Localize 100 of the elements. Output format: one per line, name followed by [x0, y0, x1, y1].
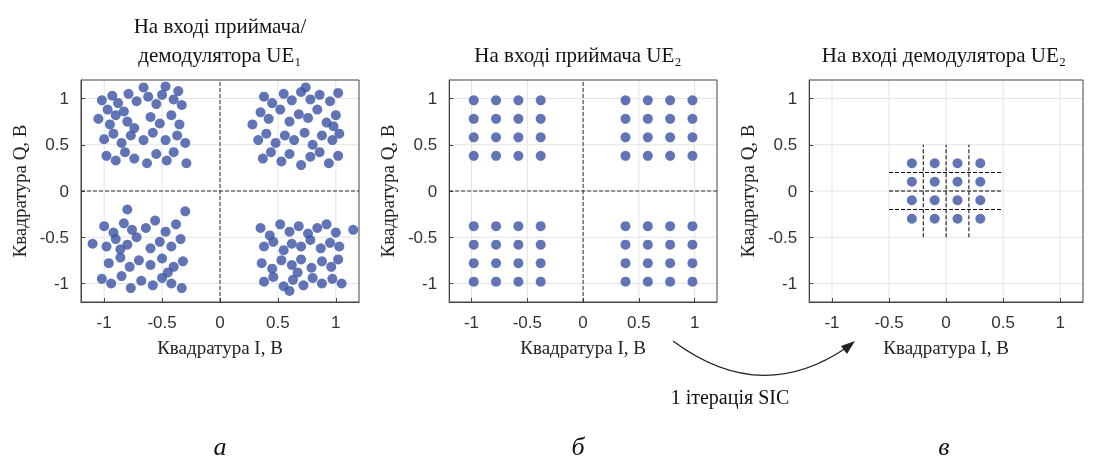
- point: [333, 87, 344, 98]
- point: [115, 244, 126, 255]
- point: [259, 241, 270, 252]
- point: [257, 153, 268, 164]
- point: [296, 160, 307, 171]
- point: [108, 128, 119, 139]
- point: [123, 88, 134, 99]
- point: [975, 213, 986, 224]
- y-axis-title: Квадратура Q, В: [737, 124, 758, 258]
- point: [284, 149, 295, 159]
- point: [305, 235, 316, 246]
- point: [307, 272, 318, 283]
- point: [316, 130, 327, 141]
- point: [328, 121, 339, 132]
- point: [265, 147, 276, 158]
- point: [293, 221, 304, 232]
- point: [170, 219, 181, 230]
- point: [665, 239, 676, 250]
- point: [154, 236, 165, 247]
- point: [256, 258, 267, 269]
- point: [535, 113, 546, 124]
- point: [168, 261, 179, 272]
- point: [334, 128, 345, 139]
- point: [620, 258, 631, 269]
- point: [116, 137, 127, 148]
- text: 1 ітерація SIC: [669, 386, 791, 409]
- point: [166, 110, 177, 121]
- point: [975, 158, 986, 169]
- point: [259, 91, 270, 102]
- point: [325, 237, 336, 248]
- point: [259, 276, 270, 287]
- x-axis-title: Квадратура I, В: [883, 337, 1009, 358]
- y-tick-label: -0.5: [407, 227, 438, 247]
- point: [180, 206, 191, 217]
- point: [129, 153, 140, 164]
- point: [253, 135, 264, 146]
- point: [325, 96, 336, 107]
- point: [284, 116, 295, 127]
- point: [275, 104, 286, 115]
- point: [906, 195, 917, 206]
- point: [157, 89, 168, 100]
- point: [289, 135, 300, 146]
- point: [513, 150, 524, 161]
- point: [952, 158, 963, 169]
- point: [126, 224, 137, 235]
- point: [314, 147, 325, 158]
- point: [110, 234, 121, 245]
- point: [166, 241, 177, 252]
- y-tick-label: -1: [53, 274, 69, 293]
- point: [665, 258, 676, 269]
- point: [298, 280, 309, 291]
- point: [975, 195, 986, 206]
- point: [275, 219, 286, 230]
- y-tick-label: 1: [59, 89, 69, 108]
- point: [491, 95, 502, 106]
- point: [286, 260, 297, 270]
- point: [468, 132, 479, 143]
- point: [513, 95, 524, 106]
- point: [96, 273, 107, 284]
- point: [99, 134, 110, 145]
- point: [642, 113, 653, 124]
- point: [142, 158, 153, 169]
- x-tick-label: -1: [824, 313, 840, 332]
- x-tick-label: -1: [463, 313, 480, 332]
- point: [299, 127, 310, 138]
- point: [315, 243, 326, 254]
- point: [535, 258, 546, 269]
- point: [687, 113, 698, 124]
- point: [176, 283, 187, 294]
- y-tick-label: 0.5: [45, 135, 69, 155]
- y-tick-label: -0.5: [767, 227, 798, 247]
- point: [620, 239, 631, 250]
- point: [168, 147, 179, 158]
- point: [642, 95, 653, 106]
- point: [103, 258, 114, 269]
- point: [293, 109, 304, 120]
- point: [312, 223, 323, 233]
- point: [906, 176, 917, 187]
- x-tick-label: 1: [1055, 313, 1065, 332]
- point: [491, 258, 502, 269]
- point: [151, 99, 162, 110]
- point: [151, 149, 162, 159]
- point: [929, 213, 940, 224]
- y-axis-title: Квадратура Q, В: [377, 124, 398, 258]
- point: [113, 98, 124, 109]
- y-tick-label: -1: [422, 274, 438, 293]
- y-tick-label: 0: [427, 181, 438, 201]
- point: [642, 221, 653, 232]
- y-tick-label: 0.5: [413, 135, 438, 155]
- point: [136, 275, 147, 286]
- point: [268, 272, 279, 283]
- point: [468, 239, 479, 250]
- point: [620, 132, 631, 143]
- point: [160, 135, 171, 146]
- point: [348, 224, 359, 235]
- point: [131, 232, 142, 243]
- point: [316, 278, 327, 289]
- point: [513, 221, 524, 232]
- point: [334, 241, 345, 252]
- point: [292, 267, 303, 278]
